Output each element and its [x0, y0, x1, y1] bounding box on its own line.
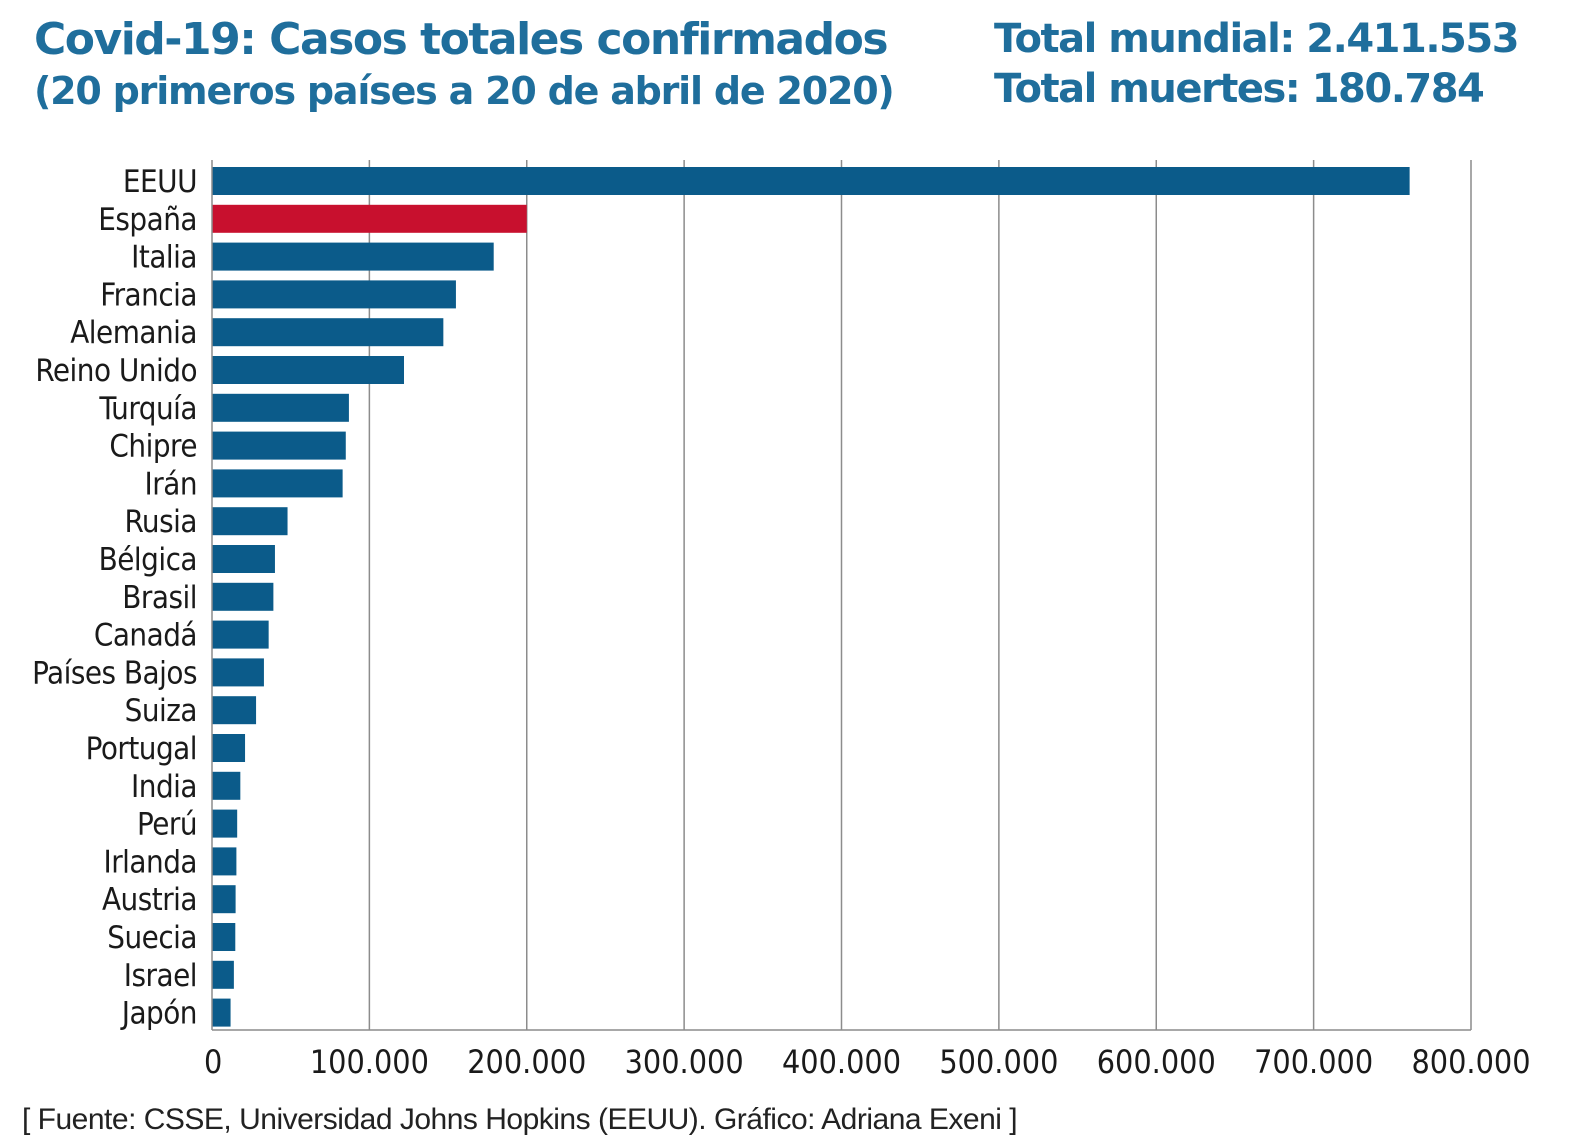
category-label: Japón [120, 996, 197, 1032]
category-label: Suiza [125, 693, 197, 729]
bar-15 [212, 734, 246, 762]
bar-12 [212, 620, 269, 649]
total-deaths: Total muertes: 180.784 [994, 66, 1485, 112]
category-label: Países Bajos [32, 655, 197, 691]
chart-title: Covid-19: Casos totales confirmados [34, 14, 889, 65]
category-label: Portugal [86, 731, 197, 767]
category-label: Brasil [122, 580, 197, 616]
bar-21 [212, 960, 234, 989]
category-label: Rusia [124, 504, 197, 540]
totals-box: Total mundial: 2.411.553 Total muertes: … [994, 14, 1520, 114]
category-label: Turquía [98, 391, 197, 427]
category-label: Irlanda [104, 844, 198, 880]
bar-18 [212, 847, 237, 876]
bar-19 [212, 885, 236, 914]
bar-7 [212, 431, 346, 460]
category-label: India [131, 769, 197, 805]
category-label: Canadá [94, 618, 197, 654]
category-label: Austria [102, 882, 197, 918]
category-label: Alemania [70, 315, 197, 351]
bar-6 [212, 393, 349, 422]
bar-10 [212, 545, 275, 573]
x-tick-label: 100.000 [310, 1043, 429, 1081]
bar-8 [212, 469, 343, 498]
category-label: Chipre [109, 429, 197, 465]
bar-16 [212, 771, 241, 800]
bar-17 [212, 809, 238, 838]
chart-subtitle: (20 primeros países a 20 de abril de 202… [34, 69, 895, 113]
x-tick-label: 600.000 [1097, 1043, 1216, 1081]
category-label: Israel [124, 958, 197, 994]
source-note: [ Fuente: CSSE, Universidad Johns Hopkin… [22, 1103, 1018, 1136]
category-label: Perú [137, 807, 197, 843]
bar-0 [212, 167, 1410, 195]
x-tick-label: 700.000 [1254, 1043, 1373, 1081]
bar-11 [212, 582, 274, 611]
category-label: Suecia [107, 920, 197, 956]
x-tick-label: 300.000 [625, 1043, 744, 1081]
bar-5 [212, 356, 404, 384]
bar-2 [212, 242, 494, 271]
bar-14 [212, 696, 257, 725]
x-tick-label: 400.000 [782, 1043, 901, 1081]
category-label: Irán [145, 466, 197, 502]
category-label: Italia [131, 240, 197, 276]
x-tick-label: 500.000 [939, 1043, 1058, 1081]
bar-4 [212, 318, 444, 347]
category-label: EEUU [123, 164, 197, 200]
category-label: Francia [100, 277, 197, 313]
bar-13 [212, 658, 264, 687]
x-tick-label: 200.000 [467, 1043, 586, 1081]
bar-3 [212, 280, 456, 309]
category-label: España [98, 202, 197, 238]
total-world: Total mundial: 2.411.553 [994, 16, 1520, 62]
category-label: Reino Unido [35, 353, 197, 389]
bar-20 [212, 923, 236, 951]
category-label: Bélgica [99, 542, 197, 578]
bar-9 [212, 507, 288, 536]
x-tick-label: 800.000 [1411, 1043, 1530, 1081]
x-tick-label: 0 [204, 1043, 222, 1081]
bar-1 [212, 204, 527, 233]
bar-22 [212, 998, 231, 1027]
